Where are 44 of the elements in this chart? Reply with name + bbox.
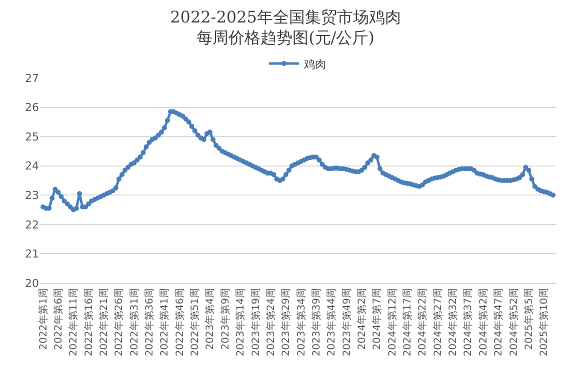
x-tick-label: 2022年第36周 (144, 288, 156, 356)
x-tick-label: 2025年第10周 (538, 288, 550, 356)
x-tick-label: 2023年第49周 (340, 288, 353, 356)
y-tick-label: 24 (25, 160, 39, 173)
x-tick-label: 2025年第5周 (522, 288, 535, 350)
legend-label: 鸡肉 (303, 58, 326, 71)
x-tick-label: 2022年第11周 (68, 288, 80, 356)
y-tick-label: 21 (25, 248, 39, 261)
y-tick-label: 23 (25, 188, 39, 202)
x-tick-label: 2023年第44周 (326, 288, 338, 356)
x-tick-label: 2023年第29周 (280, 288, 292, 356)
x-tick-label: 2022年第51周 (189, 288, 202, 356)
x-tick-label: 2024年第22周 (416, 288, 429, 356)
y-tick-label: 20 (25, 276, 39, 290)
x-tick-label: 2024年第2周 (356, 288, 368, 350)
x-tick-label: 2023年第34周 (295, 288, 308, 356)
x-tick-label: 2022年第21周 (98, 288, 110, 356)
x-tick-label: 2022年第1周 (37, 288, 50, 350)
x-tick-label: 2024年第47周 (492, 288, 505, 356)
chart-title: 2022-2025年全国集贸市场鸡肉每周价格趋势图(元/公斤) (170, 7, 401, 48)
x-tick-label: 2024年第52周 (508, 288, 520, 356)
x-tick-label: 2023年第9周 (219, 288, 232, 350)
y-tick-label: 26 (25, 101, 39, 114)
x-tick-label: 2022年第46周 (174, 288, 186, 356)
y-tick-label: 22 (25, 218, 39, 232)
y-tick-label: 27 (25, 72, 39, 85)
x-tick-label: 2024年第42周 (477, 288, 490, 356)
x-tick-label: 2023年第24周 (264, 288, 277, 356)
x-tick-label: 2024年第27周 (432, 288, 444, 356)
x-tick-label: 2024年第12周 (386, 288, 398, 356)
x-tick-label: 2022年第41周 (158, 288, 171, 356)
x-tick-label: 2023年第14周 (234, 288, 247, 356)
x-tick-label: 2024年第17周 (402, 288, 414, 356)
x-tick-label: 2024年第32周 (447, 288, 460, 356)
x-tick-label: 2024年第7周 (371, 288, 384, 350)
x-tick-label: 2022年第31周 (128, 288, 140, 356)
x-tick-label: 2023年第39周 (310, 288, 322, 356)
y-tick-label: 25 (25, 130, 39, 144)
x-tick-label: 2022年第6周 (52, 288, 64, 350)
x-tick-label: 2022年第16周 (82, 288, 95, 356)
x-tick-label: 2023年第4周 (204, 288, 216, 350)
x-tick-label: 2024年第37周 (462, 288, 474, 356)
x-tick-label: 2022年第26周 (113, 288, 126, 356)
x-tick-label: 2023年第19周 (250, 288, 262, 356)
